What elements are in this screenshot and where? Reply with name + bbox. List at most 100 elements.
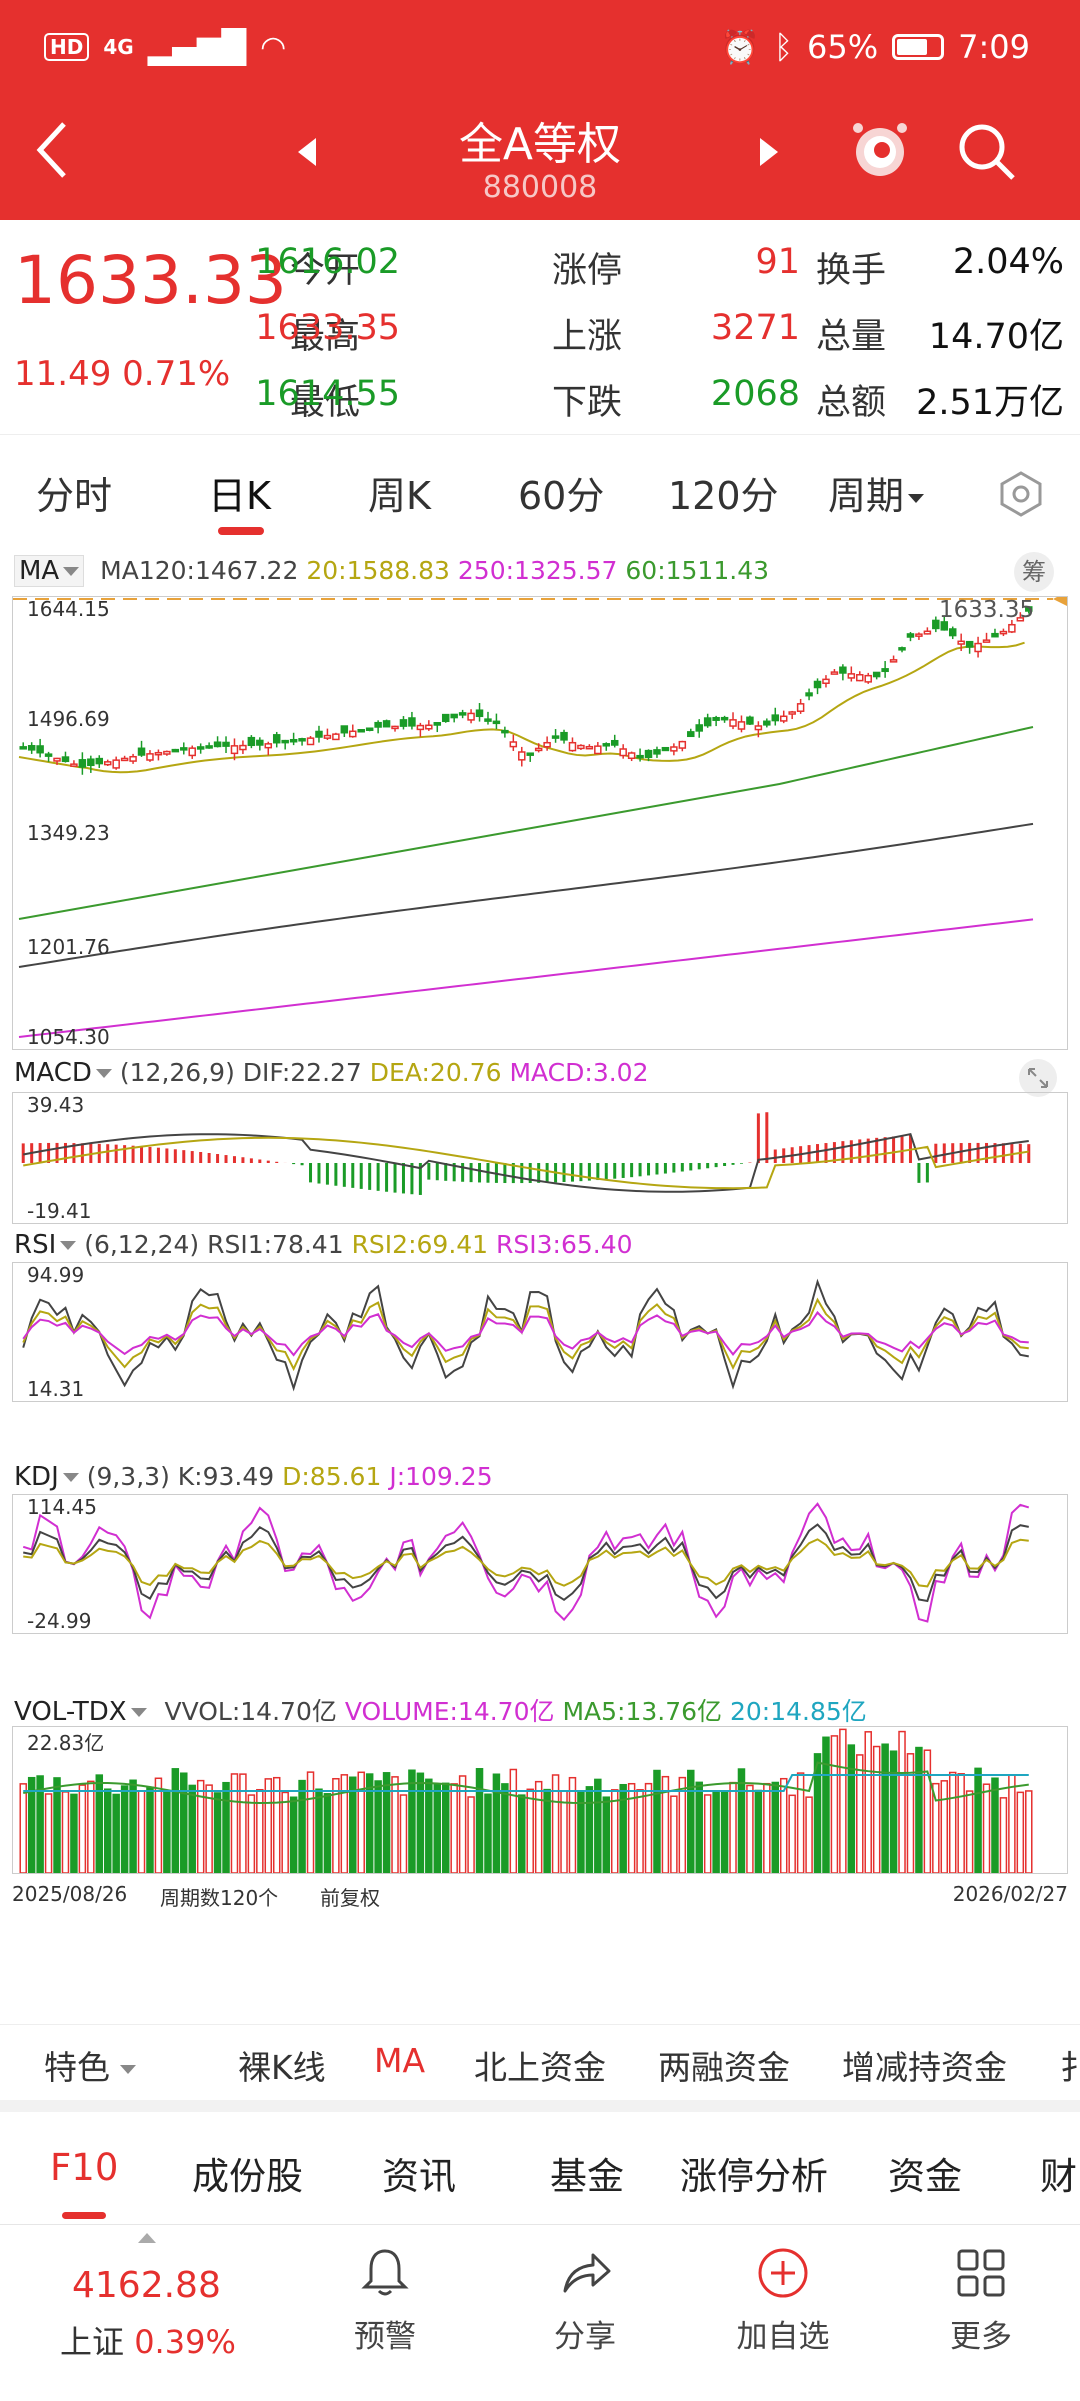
kline-chart-area[interactable]: MA MA120:1467.22 20:1588.83 250:1325.57 … xyxy=(0,548,1080,2018)
kdj-indicator-button[interactable]: KDJ xyxy=(14,1462,79,1492)
volume-bar xyxy=(999,1797,1008,1873)
ma120-value: MA120:1467.22 xyxy=(100,556,299,585)
candle-body xyxy=(61,756,70,763)
candle-body xyxy=(1008,623,1016,633)
tab-60min[interactable]: 60分 xyxy=(518,474,605,518)
volume-bar xyxy=(661,1775,670,1873)
next-stock-arrow-icon[interactable] xyxy=(760,138,778,166)
candle-body xyxy=(349,730,357,738)
candle-body xyxy=(999,630,1008,635)
share-icon xyxy=(563,2253,611,2293)
section-tab-limit-up[interactable]: 涨停分析 xyxy=(680,2155,828,2198)
more-button[interactable]: 更多 xyxy=(906,2245,1056,2356)
feature-tab-more[interactable]: 扌 xyxy=(1060,2048,1080,2087)
volume-bar xyxy=(239,1773,247,1873)
candle-body xyxy=(357,729,365,733)
volume-bar xyxy=(594,1778,602,1873)
index-info[interactable]: 上证 0.39% xyxy=(60,2317,236,2363)
expand-icon[interactable] xyxy=(1018,1058,1058,1098)
quote-label: 总额 xyxy=(816,383,887,423)
adjust-mode: 前复权 xyxy=(320,1886,380,1910)
volume-bar xyxy=(948,1771,957,1873)
candle-body xyxy=(408,717,416,727)
volume-axis-label: 22.83亿 xyxy=(27,1731,105,1755)
volume-bar xyxy=(264,1778,273,1873)
price-axis-label: 1644.15 xyxy=(27,597,110,621)
section-tab-funds[interactable]: 基金 xyxy=(550,2155,624,2198)
section-tab-constituents[interactable]: 成份股 xyxy=(192,2155,303,2198)
period-tabs: 分时 日K 周K 60分 120分 周期 xyxy=(0,434,1080,545)
alert-button[interactable]: 预警 xyxy=(310,2245,460,2356)
candle-body xyxy=(27,745,36,751)
volume-bar xyxy=(915,1746,923,1873)
candle-body xyxy=(653,749,661,755)
status-bar-left: HD 4G ▂▄▆█ ◠ xyxy=(44,28,286,66)
tab-intraday[interactable]: 分时 xyxy=(36,474,113,518)
ma-indicator-button[interactable]: MA xyxy=(14,555,85,587)
assistant-robot-icon[interactable] xyxy=(848,118,912,182)
volume-bar xyxy=(754,1789,763,1873)
volume-bar xyxy=(205,1784,213,1873)
back-arrow-icon[interactable] xyxy=(32,118,72,182)
macd-indicator-button[interactable]: MACD xyxy=(14,1058,112,1088)
vol-ma20-line xyxy=(23,1774,1029,1792)
rsi-pane[interactable]: 94.99 14.31 xyxy=(12,1262,1068,1402)
feature-tab-special[interactable]: 特色 xyxy=(44,2041,136,2089)
volume-bar xyxy=(163,1790,171,1873)
tab-120min[interactable]: 120分 xyxy=(668,474,779,518)
volume-bar xyxy=(889,1750,898,1873)
volume-pane[interactable]: 22.83亿 xyxy=(12,1726,1068,1874)
feature-tab-margin[interactable]: 两融资金 xyxy=(658,2048,790,2087)
section-tab-capital[interactable]: 资金 xyxy=(888,2155,962,2198)
candle-body xyxy=(720,716,729,721)
tab-period-dropdown[interactable]: 周期 xyxy=(828,465,925,520)
volume-indicator-button[interactable]: VOL-TDX xyxy=(14,1697,147,1727)
volume-bar xyxy=(872,1745,881,1873)
section-tab-finance[interactable]: 财 xyxy=(1040,2155,1077,2198)
tab-weekly-k[interactable]: 周K xyxy=(368,474,431,518)
volume-bar xyxy=(636,1789,644,1873)
rsi1-value: RSI1:78.41 xyxy=(207,1230,344,1259)
add-watchlist-button[interactable]: 加自选 xyxy=(708,2245,858,2356)
macd-pane[interactable]: 39.43 -19.41 xyxy=(12,1092,1068,1224)
index-value[interactable]: 4162.88 xyxy=(72,2265,221,2306)
candle-body xyxy=(484,718,492,722)
rsi-indicator-button[interactable]: RSI xyxy=(14,1230,77,1260)
volume-bar xyxy=(154,1777,163,1873)
feature-tab-holdings[interactable]: 增减持资金 xyxy=(842,2048,1007,2087)
volume-bar xyxy=(365,1773,374,1873)
settings-hexagon-icon[interactable] xyxy=(996,469,1046,519)
status-bar-right: ⏰ ᛒ 65% 7:09 xyxy=(720,28,1030,66)
tab-daily-k[interactable]: 日K xyxy=(208,474,271,518)
feature-tab-naked-k[interactable]: 裸K线 xyxy=(238,2048,326,2087)
volume-bar xyxy=(112,1793,120,1873)
bottom-bar: 4162.88 上证 0.39% 预警 分享 加自选 更多 xyxy=(0,2224,1080,2401)
prev-stock-arrow-icon[interactable] xyxy=(298,138,316,166)
candle-body xyxy=(577,744,585,750)
kdj-pane[interactable]: 114.45 -24.99 xyxy=(12,1494,1068,1634)
volume-bar xyxy=(408,1769,416,1873)
feature-tab-northbound[interactable]: 北上资金 xyxy=(474,2048,606,2087)
candle-body xyxy=(382,720,391,728)
volume-bar xyxy=(298,1779,306,1873)
share-button[interactable]: 分享 xyxy=(510,2245,660,2356)
index-change: 0.39% xyxy=(134,2323,236,2361)
kdj-j-line xyxy=(22,1502,1030,1623)
chip-distribution-button[interactable]: 筹 xyxy=(1014,552,1054,592)
candle-body xyxy=(146,753,154,761)
search-icon[interactable] xyxy=(955,120,1019,184)
candle-body xyxy=(788,711,796,715)
section-tab-news[interactable]: 资讯 xyxy=(382,2155,456,2198)
volume-bar xyxy=(746,1784,754,1873)
candle-body xyxy=(636,754,644,759)
network-indicator: 4G xyxy=(103,35,134,59)
volume-bar xyxy=(171,1768,180,1873)
main-price-pane[interactable]: 1644.15 1496.69 1349.23 1201.76 1054.30 … xyxy=(12,596,1068,1050)
bluetooth-icon: ᛒ xyxy=(773,28,794,66)
kdj-axis-label: -24.99 xyxy=(27,1609,92,1633)
volume-bar xyxy=(103,1788,112,1873)
volume-bar xyxy=(974,1767,982,1873)
feature-tab-ma[interactable]: MA xyxy=(374,2041,426,2080)
volume-bar xyxy=(720,1791,729,1873)
section-tab-f10[interactable]: F10 xyxy=(50,2146,119,2189)
